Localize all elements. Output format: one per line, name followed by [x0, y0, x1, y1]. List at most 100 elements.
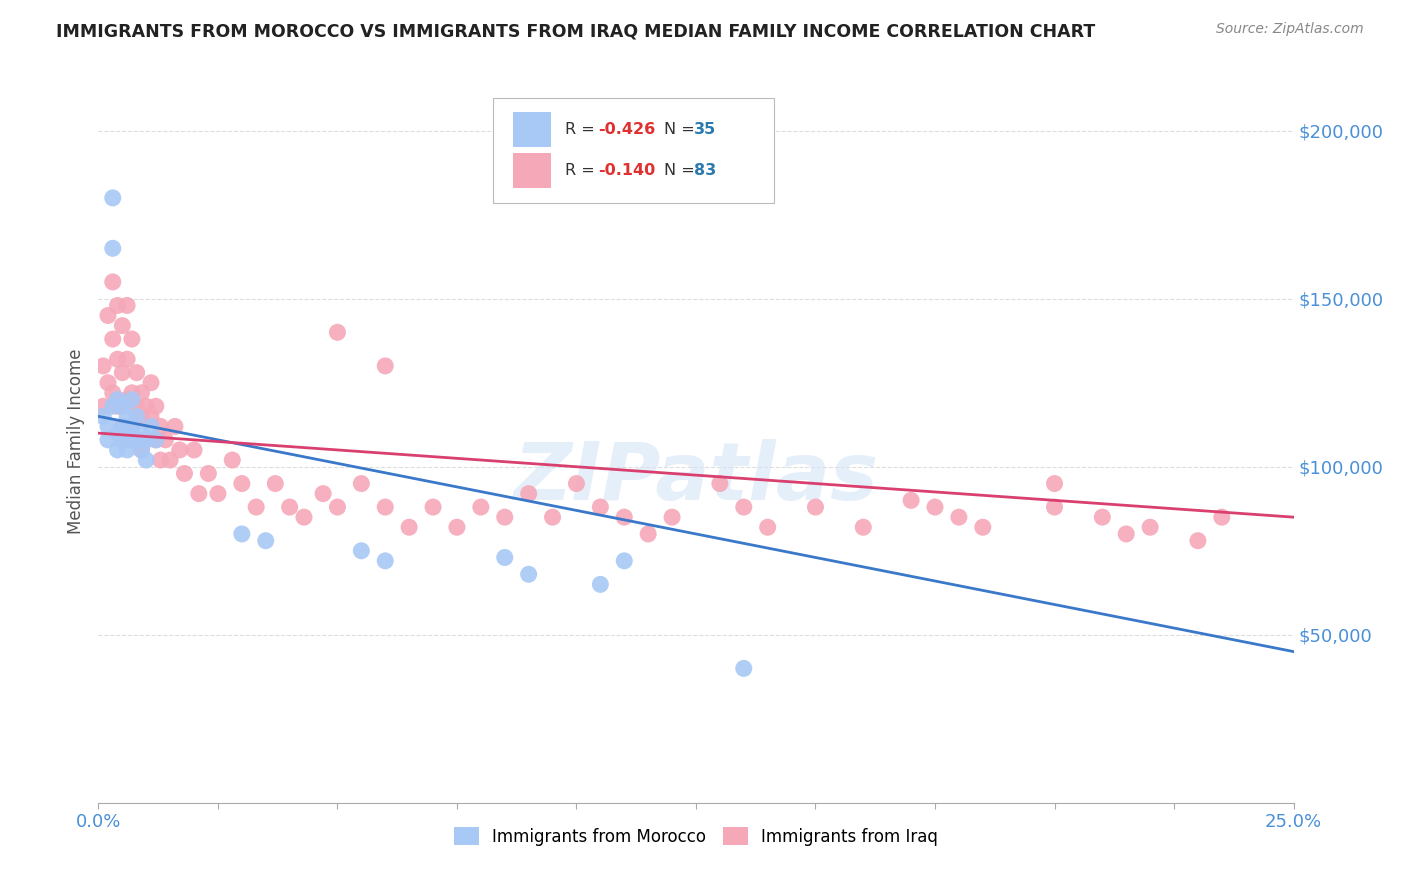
Point — [292, 510, 315, 524]
Point — [139, 419, 162, 434]
Point — [589, 500, 612, 514]
Y-axis label: Median Family Income: Median Family Income — [66, 349, 84, 534]
Point — [709, 476, 731, 491]
Point — [278, 500, 301, 514]
Point — [264, 476, 287, 491]
Point — [121, 392, 143, 407]
Point — [852, 520, 875, 534]
Point — [1115, 527, 1137, 541]
Point — [145, 399, 167, 413]
Point — [197, 467, 219, 481]
Point — [948, 510, 970, 524]
Point — [350, 476, 373, 491]
Point — [972, 520, 994, 534]
Point — [139, 409, 162, 424]
Point — [97, 433, 120, 447]
Text: -0.426: -0.426 — [598, 122, 655, 136]
Point — [91, 399, 114, 413]
Point — [231, 527, 253, 541]
Point — [131, 426, 153, 441]
Point — [326, 326, 349, 340]
Point — [135, 453, 157, 467]
Point — [121, 419, 143, 434]
Point — [470, 500, 492, 514]
Point — [115, 298, 138, 312]
Point — [661, 510, 683, 524]
Point — [183, 442, 205, 457]
Point — [97, 376, 120, 390]
Point — [139, 376, 162, 390]
Point — [111, 433, 134, 447]
Point — [326, 500, 349, 514]
Point — [101, 241, 124, 255]
Point — [517, 486, 540, 500]
Point — [111, 366, 134, 380]
Point — [733, 661, 755, 675]
Point — [1187, 533, 1209, 548]
Text: 83: 83 — [693, 163, 716, 178]
Point — [494, 550, 516, 565]
Point — [97, 309, 120, 323]
Point — [131, 442, 153, 457]
Point — [135, 433, 157, 447]
FancyBboxPatch shape — [513, 153, 551, 188]
Point — [374, 500, 396, 514]
Point — [107, 442, 129, 457]
Point — [111, 318, 134, 333]
Point — [131, 409, 153, 424]
Point — [159, 453, 181, 467]
Point — [107, 426, 129, 441]
Point — [121, 433, 143, 447]
Point — [125, 409, 148, 424]
Point — [804, 500, 827, 514]
Point — [145, 433, 167, 447]
Point — [422, 500, 444, 514]
Point — [173, 467, 195, 481]
Point — [613, 510, 636, 524]
Point — [245, 500, 267, 514]
Point — [637, 527, 659, 541]
Point — [613, 554, 636, 568]
Point — [115, 392, 138, 407]
Point — [111, 419, 134, 434]
Point — [374, 554, 396, 568]
Point — [374, 359, 396, 373]
Point — [121, 332, 143, 346]
Point — [91, 409, 114, 424]
Point — [101, 385, 124, 400]
Point — [115, 426, 138, 441]
Text: ZIPatlas: ZIPatlas — [513, 439, 879, 516]
Point — [107, 298, 129, 312]
Point — [1043, 500, 1066, 514]
Point — [589, 577, 612, 591]
Point — [135, 399, 157, 413]
Point — [125, 366, 148, 380]
Point — [91, 359, 114, 373]
Point — [565, 476, 588, 491]
Point — [115, 409, 138, 424]
Point — [1043, 476, 1066, 491]
Point — [145, 433, 167, 447]
FancyBboxPatch shape — [513, 112, 551, 147]
Point — [111, 399, 134, 413]
Point — [187, 486, 209, 500]
Point — [733, 500, 755, 514]
Point — [115, 442, 138, 457]
Point — [756, 520, 779, 534]
Point — [221, 453, 243, 467]
Text: N =: N = — [664, 122, 700, 136]
Point — [924, 500, 946, 514]
Point — [125, 433, 148, 447]
Point — [149, 419, 172, 434]
Point — [207, 486, 229, 500]
Point — [131, 442, 153, 457]
Text: Source: ZipAtlas.com: Source: ZipAtlas.com — [1216, 22, 1364, 37]
Text: -0.140: -0.140 — [598, 163, 655, 178]
Point — [541, 510, 564, 524]
Point — [115, 433, 138, 447]
Point — [101, 332, 124, 346]
Point — [446, 520, 468, 534]
Point — [254, 533, 277, 548]
Point — [125, 433, 148, 447]
Point — [1091, 510, 1114, 524]
